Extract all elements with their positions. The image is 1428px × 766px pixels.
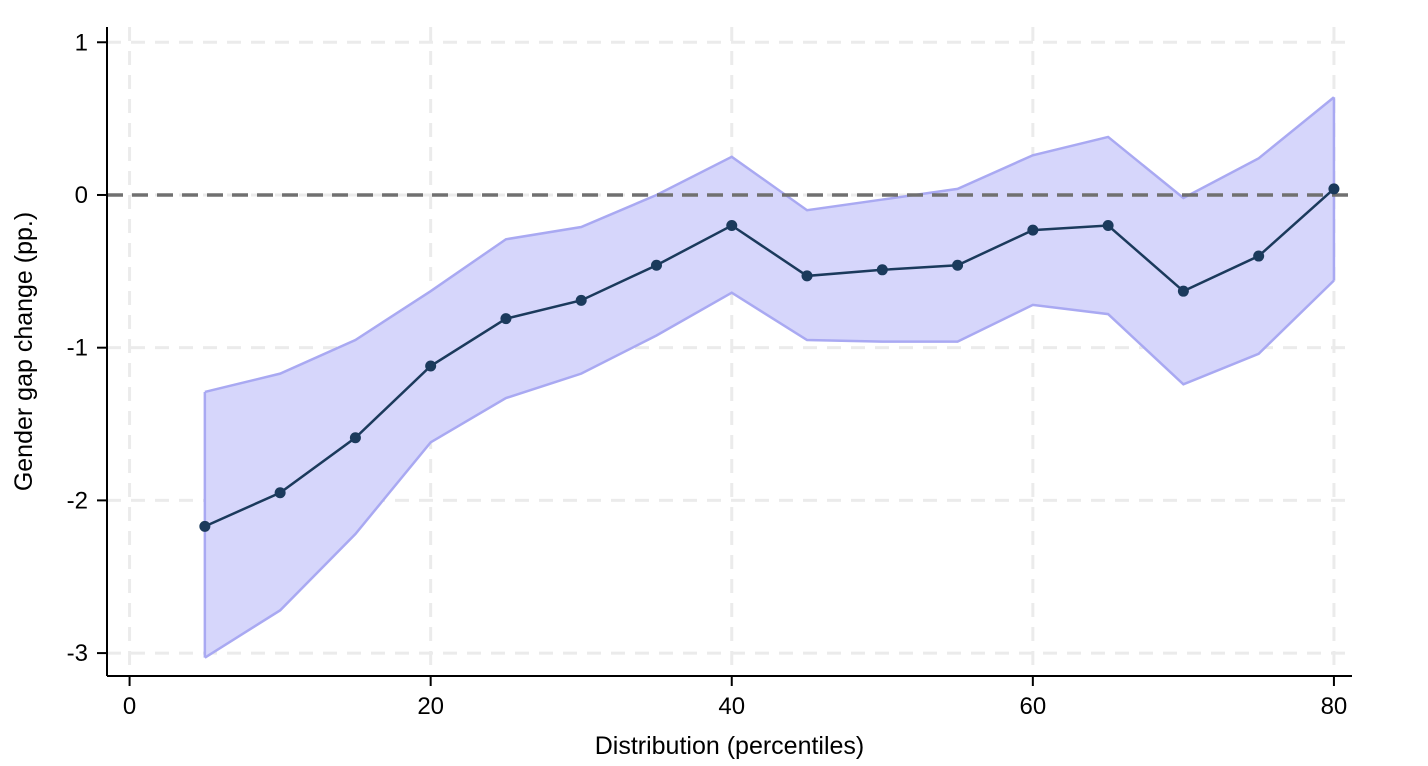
confidence-band-area bbox=[204, 97, 1334, 658]
data-point-3 bbox=[425, 360, 437, 372]
data-point-8 bbox=[801, 270, 813, 282]
x-axis-ticks: 0 20 40 60 80 bbox=[123, 676, 1347, 720]
series-points bbox=[199, 183, 1340, 532]
confidence-band-lower-edge bbox=[204, 279, 1335, 659]
data-point-12 bbox=[1102, 220, 1114, 232]
x-tick-label-3: 60 bbox=[1019, 693, 1046, 720]
data-point-4 bbox=[500, 313, 512, 325]
data-point-11 bbox=[1027, 224, 1039, 236]
series-line-0 bbox=[204, 187, 1335, 528]
data-point-1 bbox=[274, 487, 286, 499]
data-point-10 bbox=[952, 259, 964, 271]
y-tick-label-3: -2 bbox=[67, 487, 88, 514]
data-point-14 bbox=[1253, 250, 1265, 262]
confidence-band bbox=[203, 96, 1336, 659]
confidence-band-upper-edge bbox=[204, 96, 1335, 394]
x-tick-label-4: 80 bbox=[1321, 693, 1348, 720]
data-point-6 bbox=[650, 259, 662, 271]
data-point-2 bbox=[349, 432, 361, 444]
x-axis-title: Distribution (percentiles) bbox=[595, 732, 865, 760]
y-tick-label-0: 1 bbox=[75, 29, 88, 56]
x-tick-label-0: 0 bbox=[123, 693, 136, 720]
data-point-5 bbox=[575, 294, 587, 306]
y-tick-label-2: -1 bbox=[67, 335, 88, 362]
data-point-7 bbox=[726, 220, 738, 232]
y-tick-label-1: 0 bbox=[75, 182, 88, 209]
x-tick-label-1: 20 bbox=[417, 693, 444, 720]
y-tick-label-4: -3 bbox=[67, 640, 88, 667]
data-point-15 bbox=[1328, 183, 1340, 195]
series-line-group bbox=[204, 187, 1335, 528]
axes bbox=[106, 27, 1352, 677]
x-tick-label-2: 40 bbox=[718, 693, 745, 720]
data-point-0 bbox=[199, 520, 211, 532]
y-axis-ticks: 1 0 -1 -2 -3 bbox=[67, 29, 107, 667]
data-point-9 bbox=[876, 264, 888, 276]
data-point-13 bbox=[1177, 285, 1189, 297]
y-axis-title: Gender gap change (pp.) bbox=[10, 212, 38, 491]
